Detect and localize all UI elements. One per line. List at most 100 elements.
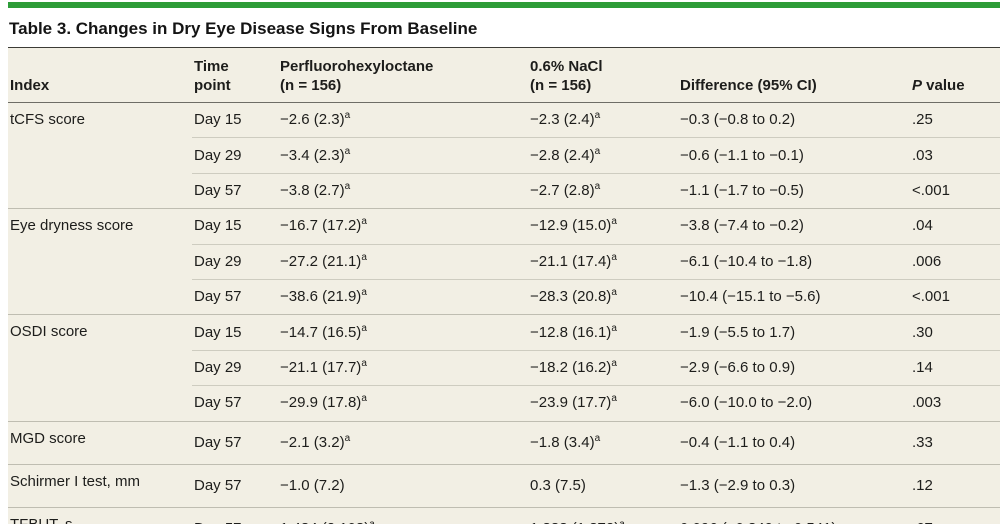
header-index-label: Index bbox=[10, 77, 50, 94]
header-pfh-line2: (n = 156) bbox=[280, 77, 342, 94]
cell-difference: −1.3 (−2.9 to 0.3) bbox=[678, 463, 910, 508]
table-row: Day 57 −29.9 (17.8)a −23.9 (17.7)a −6.0 … bbox=[8, 385, 1000, 422]
cell-pfh-value: −3.8 (2.7)a bbox=[278, 172, 528, 209]
footnote-marker: a bbox=[361, 251, 367, 263]
cell-difference: 0.096 (−0.349 to 0.541) bbox=[678, 507, 910, 524]
cell-time-point: Day 57 bbox=[192, 507, 278, 524]
cell-time-point: Day 57 bbox=[192, 420, 278, 465]
pfh-value-text: −29.9 (17.8) bbox=[280, 394, 362, 412]
cell-pfh-value: −14.7 (16.5)a bbox=[278, 314, 528, 351]
table-row: Day 57 −38.6 (21.9)a −28.3 (20.8)a −10.4… bbox=[8, 278, 1000, 315]
cell-p-value: .003 bbox=[910, 385, 1000, 422]
footnote-marker: a bbox=[611, 322, 617, 334]
cell-difference: −0.6 (−1.1 to −0.1) bbox=[678, 137, 910, 174]
footnote-marker: a bbox=[594, 432, 601, 444]
header-time-line2: point bbox=[194, 77, 231, 94]
column-header-difference: Difference (95% CI) bbox=[678, 48, 910, 103]
footnote-marker: a bbox=[361, 357, 367, 369]
cell-difference: −0.3 (−0.8 to 0.2) bbox=[680, 111, 796, 129]
footnote-marker: a bbox=[361, 216, 367, 228]
table-body: tCFS score Day 15 −2.6 (2.3)a −2.3 (2.4)… bbox=[8, 103, 1000, 524]
cell-p-value: .04 bbox=[910, 208, 1000, 245]
table-row: Eye dryness score Day 15 −16.7 (17.2)a −… bbox=[8, 208, 1000, 315]
footnote-marker: a bbox=[344, 145, 351, 157]
cell-p-value: <.001 bbox=[910, 278, 1000, 315]
cell-difference: −3.8 (−7.4 to −0.2) bbox=[678, 208, 910, 245]
cell-nacl-value: −12.8 (16.1)a bbox=[528, 314, 678, 351]
cell-nacl-value: −23.9 (17.7)a bbox=[528, 385, 678, 422]
cell-p-value: .67 bbox=[910, 507, 1000, 524]
table-row: Schirmer I test, mm Day 57 −1.0 (7.2) 0.… bbox=[8, 463, 1000, 508]
header-difference-label: Difference (95% CI) bbox=[680, 77, 817, 94]
cell-nacl-value: −1.8 (3.4)a bbox=[528, 420, 678, 465]
footnote-marker: a bbox=[344, 432, 351, 444]
cell-index: OSDI score bbox=[8, 314, 192, 422]
cell-pfh-value: −3.4 (2.3)a bbox=[278, 137, 528, 174]
cell-nacl-value: 1.388 (1.872)a bbox=[528, 507, 678, 524]
column-header-nacl: 0.6% NaCl (n = 156) bbox=[528, 48, 678, 103]
pfh-value-text: 1.484 (2.108) bbox=[280, 520, 369, 524]
table-row: MGD score Day 57 −2.1 (3.2)a −1.8 (3.4)a… bbox=[8, 420, 1000, 465]
footnote-marker: a bbox=[594, 110, 601, 122]
cell-time-point: Day 57 bbox=[192, 385, 278, 422]
nacl-value-text: −23.9 (17.7) bbox=[530, 394, 612, 412]
cell-pfh-value: −27.2 (21.1)a bbox=[278, 243, 528, 280]
cell-difference: −6.0 (−10.0 to −2.0) bbox=[678, 385, 910, 422]
cell-pfh-value: −2.6 (2.3)a bbox=[278, 103, 528, 138]
cell-nacl-value: −21.1 (17.4)a bbox=[528, 243, 678, 280]
column-header-p-value: P value bbox=[910, 48, 1000, 103]
table-header: Index Time point Perfluorohexyloctane (n… bbox=[8, 48, 1000, 103]
footnote-marker: a bbox=[619, 519, 625, 524]
footnote-marker: a bbox=[611, 393, 617, 405]
header-row: Index Time point Perfluorohexyloctane (n… bbox=[8, 48, 1000, 103]
nacl-value-text: −28.3 (20.8) bbox=[530, 288, 612, 306]
cell-nacl-value: −18.2 (16.2)a bbox=[528, 349, 678, 386]
pfh-value-text: −3.4 (2.3) bbox=[280, 146, 345, 164]
cell-difference: −6.1 (−10.4 to −1.8) bbox=[678, 243, 910, 280]
nacl-value-text: 0.3 (7.5) bbox=[530, 477, 586, 495]
table-row: OSDI score Day 15 −14.7 (16.5)a −12.8 (1… bbox=[8, 314, 1000, 422]
nacl-value-text: −18.2 (16.2) bbox=[530, 358, 612, 376]
cell-time-point: Day 29 bbox=[192, 349, 278, 386]
cell-index: Eye dryness score bbox=[8, 208, 192, 315]
cell-pfh-value: −38.6 (21.9)a bbox=[278, 278, 528, 315]
footnote-marker: a bbox=[369, 519, 375, 524]
cell-difference: −2.9 (−6.6 to 0.9) bbox=[678, 349, 910, 386]
cell-time-point: Day 57 bbox=[192, 463, 278, 508]
nacl-value-text: −2.3 (2.4) bbox=[530, 111, 595, 129]
footnote-marker: a bbox=[594, 180, 601, 192]
cell-time-point: Day 15 bbox=[192, 314, 278, 351]
cell-nacl-value: −2.8 (2.4)a bbox=[528, 137, 678, 174]
header-p-value-label: P value bbox=[912, 76, 996, 95]
cell-time-point: Day 29 bbox=[192, 243, 278, 280]
cell-index: TFBUT, s bbox=[8, 507, 192, 524]
cell-pfh-value: −29.9 (17.8)a bbox=[278, 385, 528, 422]
pfh-value-text: −21.1 (17.7) bbox=[280, 358, 362, 376]
cell-index: tCFS score bbox=[10, 111, 86, 128]
footnote-marker: a bbox=[344, 180, 351, 192]
pfh-value-text: −2.6 (2.3) bbox=[280, 111, 345, 129]
header-nacl-line1: 0.6% NaCl bbox=[530, 58, 603, 75]
cell-p-value: .33 bbox=[910, 420, 1000, 465]
header-time-line1: Time bbox=[194, 58, 229, 75]
table-row: Day 29 −21.1 (17.7)a −18.2 (16.2)a −2.9 … bbox=[8, 349, 1000, 386]
table-row: TFBUT, s Day 57 1.484 (2.108)a 1.388 (1.… bbox=[8, 507, 1000, 524]
nacl-value-text: −12.9 (15.0) bbox=[530, 217, 612, 235]
footnote-marker: a bbox=[611, 287, 617, 299]
p-italic: P bbox=[912, 77, 923, 94]
cell-time-point: Day 29 bbox=[192, 137, 278, 174]
cell-nacl-value: −12.9 (15.0)a bbox=[528, 208, 678, 245]
footnote-marker: a bbox=[361, 287, 367, 299]
pfh-value-text: −1.0 (7.2) bbox=[280, 477, 345, 495]
footnote-marker: a bbox=[611, 357, 617, 369]
accent-bar bbox=[8, 2, 1000, 8]
footnote-marker: a bbox=[594, 145, 601, 157]
cell-nacl-value: −2.3 (2.4)a bbox=[528, 103, 678, 138]
nacl-value-text: 1.388 (1.872) bbox=[530, 520, 619, 524]
nacl-value-text: −1.8 (3.4) bbox=[530, 433, 595, 451]
cell-nacl-value: 0.3 (7.5) bbox=[528, 463, 678, 508]
cell-p-value: .14 bbox=[910, 349, 1000, 386]
pfh-value-text: −3.8 (2.7) bbox=[280, 181, 345, 199]
cell-p-value: .12 bbox=[910, 463, 1000, 508]
